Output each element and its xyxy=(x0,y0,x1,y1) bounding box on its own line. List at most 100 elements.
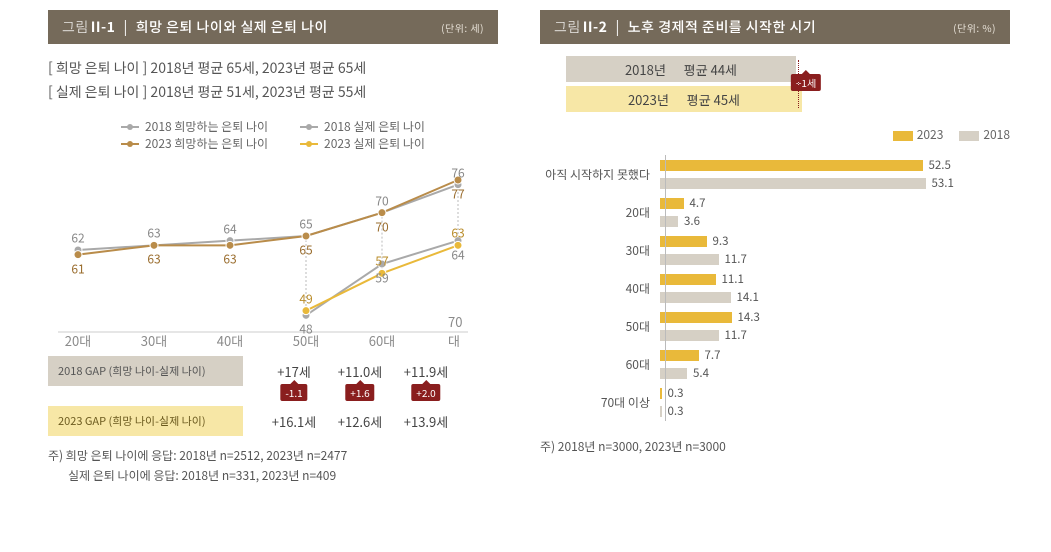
bar-value: 11.1 xyxy=(722,271,744,287)
data-label: 62 xyxy=(71,230,84,247)
data-label: 76 xyxy=(451,164,464,181)
bar-row: 50대 14.3 11.7 xyxy=(540,307,1010,345)
bar-value: 52.5 xyxy=(929,157,951,173)
legend-2018: 2018 xyxy=(959,126,1010,143)
data-label: 57 xyxy=(375,253,388,270)
bar-value: 11.7 xyxy=(725,327,747,343)
bar-value: 4.7 xyxy=(690,195,706,211)
footnote-left: 주) 희망 은퇴 나이에 응답: 2018년 n=2512, 2023년 n=2… xyxy=(48,446,498,486)
data-label: 63 xyxy=(147,225,160,242)
header-number: II-1 xyxy=(91,17,116,37)
header-left: 그림 II-1 | 희망 은퇴 나이와 실제 은퇴 나이 (단위: 세) xyxy=(48,10,498,44)
bar-category-label: 50대 xyxy=(540,318,660,335)
avg-guide-line xyxy=(798,60,799,108)
gap-cell: +11.9세 xyxy=(393,362,459,381)
data-label: 65 xyxy=(299,242,312,259)
panel-prep-timing: 그림 II-2 | 노후 경제적 준비를 시작한 시기 (단위: %) 2018… xyxy=(540,10,1010,457)
gap-cell: +13.9세 xyxy=(393,412,459,431)
header-title: 희망 은퇴 나이와 실제 은퇴 나이 xyxy=(136,17,441,37)
header-prefix: 그림 xyxy=(554,17,581,37)
avg-block: 2018년 평균 44세 2023년 평균 45세 +1세 xyxy=(566,56,1010,112)
header-unit: (단위: 세) xyxy=(441,20,484,35)
legend-act-2023: 2023 실제 은퇴 나이 xyxy=(300,135,425,152)
data-label: 63 xyxy=(223,251,236,268)
x-axis-label: 70대 xyxy=(448,312,468,350)
header-right: 그림 II-2 | 노후 경제적 준비를 시작한 시기 (단위: %) xyxy=(540,10,1010,44)
diff-badges: -1.1 +1.6 +2.0 xyxy=(48,386,498,400)
bar-category-label: 20대 xyxy=(540,204,660,221)
bar xyxy=(660,292,731,303)
summary-text: [ 희망 은퇴 나이 ] 2018년 평균 65세, 2023년 평균 65세 … xyxy=(48,56,498,104)
header-prefix: 그림 xyxy=(62,17,89,37)
bar-value: 0.3 xyxy=(668,403,684,419)
data-label: 64 xyxy=(451,246,464,263)
legend-hope-2018: 2018 희망하는 은퇴 나이 xyxy=(121,118,268,135)
data-label: 65 xyxy=(299,216,312,233)
bar xyxy=(660,388,662,399)
data-label: 70 xyxy=(375,192,388,209)
bar-value: 53.1 xyxy=(932,175,954,191)
x-axis-label: 40대 xyxy=(217,331,243,350)
data-label: 61 xyxy=(71,260,84,277)
data-label: 49 xyxy=(299,290,312,307)
legend-right: 2023 2018 xyxy=(540,126,1010,143)
data-label: 63 xyxy=(147,251,160,268)
gap-row-2023: 2023 GAP (희망 나이-실제 나이) +16.1세+12.6세+13.9… xyxy=(48,406,498,436)
legend-2023: 2023 xyxy=(893,126,944,143)
bar xyxy=(660,178,926,189)
x-axis-label: 20대 xyxy=(65,331,91,350)
gap-cell: +16.1세 xyxy=(261,412,327,431)
data-label: 77 xyxy=(451,186,464,203)
bar-value: 14.1 xyxy=(737,289,759,305)
bar-row: 아직 시작하지 못했다 52.5 53.1 xyxy=(540,155,1010,193)
bar-chart: 아직 시작하지 못했다 52.5 53.1 20대 4.7 3.6 30대 9.3 11.7 40… xyxy=(540,155,1010,421)
bar-chart-axis xyxy=(665,155,666,421)
bar xyxy=(660,406,662,417)
bar-row: 70대 이상 0.3 0.3 xyxy=(540,383,1010,421)
bar-row: 20대 4.7 3.6 xyxy=(540,193,1010,231)
diff-badge: +2.0 xyxy=(411,384,440,401)
bar-value: 9.3 xyxy=(713,233,729,249)
avg-row-2023: 2023년 평균 45세 xyxy=(566,86,1010,112)
header-title: 노후 경제적 준비를 시작한 시기 xyxy=(628,17,953,37)
bar-row: 60대7.75.4 xyxy=(540,345,1010,383)
bar-value: 14.3 xyxy=(738,309,760,325)
bar xyxy=(660,160,923,171)
bar xyxy=(660,216,678,227)
data-label: 70 xyxy=(375,218,388,235)
bar-category-label: 30대 xyxy=(540,242,660,259)
bar-row: 30대 9.3 11.7 xyxy=(540,231,1010,269)
data-label: 64 xyxy=(223,220,236,237)
header-unit: (단위: %) xyxy=(953,20,996,35)
bar xyxy=(660,274,716,285)
legend-left: 2018 희망하는 은퇴 나이 2018 실제 은퇴 나이 2023 희망하는 … xyxy=(48,118,498,152)
avg-row-2018: 2018년 평균 44세 xyxy=(566,56,1010,82)
data-label: 59 xyxy=(375,270,388,287)
bar-category-label: 아직 시작하지 못했다 xyxy=(540,166,660,183)
bar xyxy=(660,312,732,323)
bar-value: 3.6 xyxy=(684,213,700,229)
data-label: 63 xyxy=(451,225,464,242)
x-axis-label: 50대 xyxy=(293,331,319,350)
summary-line: [ 희망 은퇴 나이 ] 2018년 평균 65세, 2023년 평균 65세 xyxy=(48,56,498,80)
bar-row: 40대 11.1 14.1 xyxy=(540,269,1010,307)
x-axis-label: 30대 xyxy=(141,331,167,350)
diff-badge: +1.6 xyxy=(345,384,374,401)
bar-value: 0.3 xyxy=(668,385,684,401)
bar xyxy=(660,330,719,341)
gap-row-2018: 2018 GAP (희망 나이-실제 나이) +17세+11.0세+11.9세 xyxy=(48,356,498,386)
panel-retirement-age: 그림 II-1 | 희망 은퇴 나이와 실제 은퇴 나이 (단위: 세) [ 희… xyxy=(48,10,498,486)
divider: | xyxy=(123,17,127,37)
diff-badge: -1.1 xyxy=(280,384,307,401)
bar-category-label: 70대 이상 xyxy=(540,394,660,411)
line-chart: 62636465707661636365707748596449576320대3… xyxy=(48,160,478,350)
gap-cell: +11.0세 xyxy=(327,362,393,381)
footnote-right: 주) 2018년 n=3000, 2023년 n=3000 xyxy=(540,437,1010,457)
bar-category-label: 40대 xyxy=(540,280,660,297)
legend-act-2018: 2018 실제 은퇴 나이 xyxy=(300,118,425,135)
gap-cell: +17세 xyxy=(261,362,327,381)
gap-block: 2018 GAP (희망 나이-실제 나이) +17세+11.0세+11.9세 … xyxy=(48,356,498,436)
bar xyxy=(660,198,684,209)
bar-value: 11.7 xyxy=(725,251,747,267)
gap-cell: +12.6세 xyxy=(327,412,393,431)
